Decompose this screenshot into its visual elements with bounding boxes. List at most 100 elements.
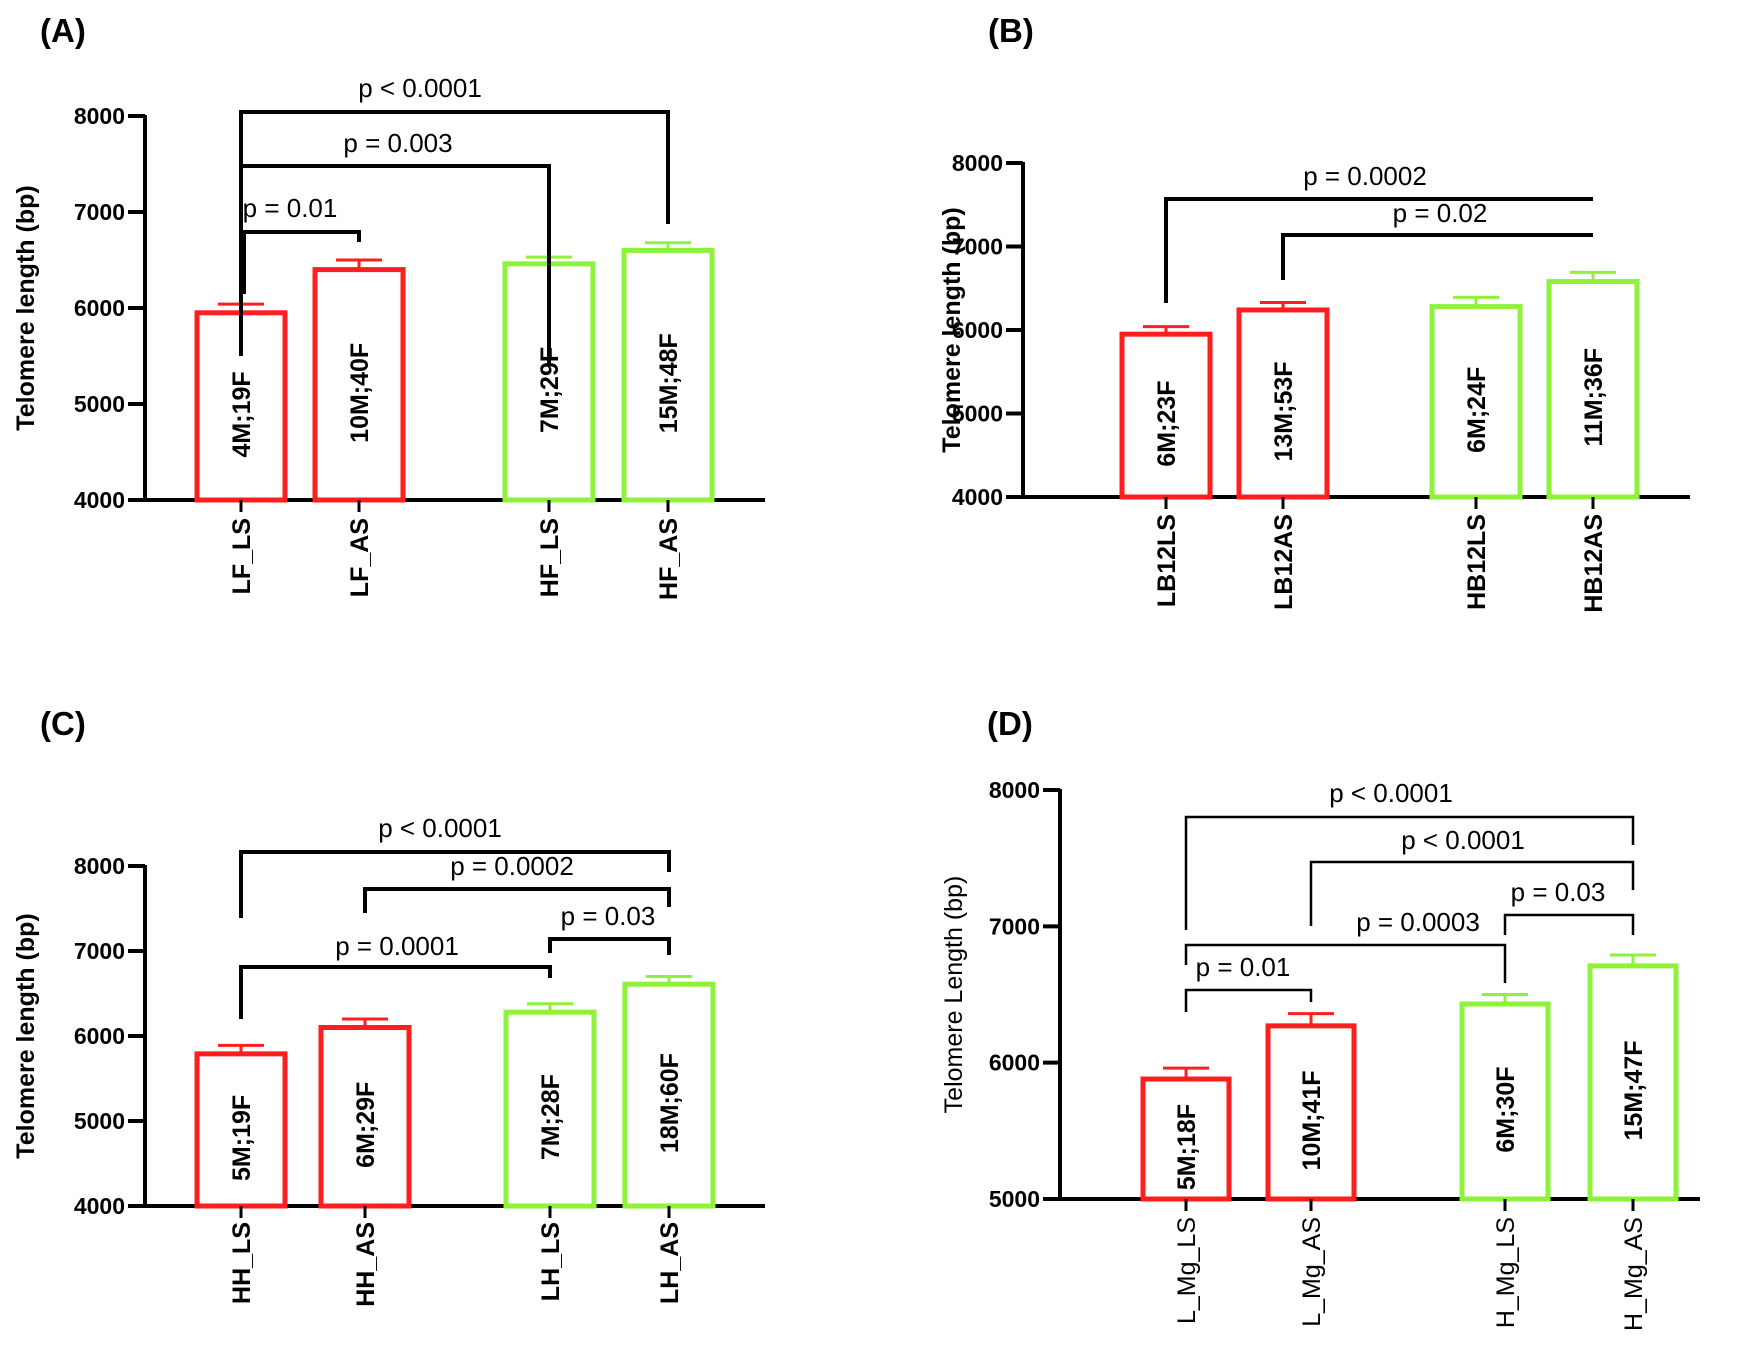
bar xyxy=(503,1009,597,1209)
bar-sample-label: 18M;60F xyxy=(656,1053,684,1153)
chart-panel-b: (B) 4000 5000 6000 7000 8000 Telomere length (… xyxy=(938,12,1690,613)
y-axis-label: Telomere Length (bp) xyxy=(940,876,968,1114)
x-category-label: LF_AS xyxy=(346,518,374,597)
significance-bracket xyxy=(1164,197,1593,303)
x-category-label: L_Mg_LS xyxy=(1173,1217,1201,1324)
y-axis-label: Telomere length (bp) xyxy=(12,185,40,430)
p-value-label: p < 0.0001 xyxy=(1329,778,1453,808)
panel-label: (A) xyxy=(40,12,86,49)
p-value-label: p = 0.02 xyxy=(1393,198,1488,228)
significance-bracket xyxy=(1184,943,1507,983)
p-value-label: p < 0.0001 xyxy=(1401,825,1525,855)
x-category-label: LH_LS xyxy=(537,1222,565,1301)
p-value-label: p = 0.03 xyxy=(561,901,656,931)
y-tick-label: 8000 xyxy=(74,103,125,129)
bar xyxy=(621,247,715,503)
significance-bracket xyxy=(242,230,361,294)
y-axis-label: Telomere length (bp) xyxy=(938,207,966,452)
x-category-label: H_Mg_LS xyxy=(1492,1217,1520,1328)
y-tick-label: 4000 xyxy=(74,487,125,513)
bar-sample-label: 11M;36F xyxy=(1580,348,1608,447)
bar xyxy=(1119,331,1213,500)
y-tick-label: 7000 xyxy=(74,199,125,225)
y-tick-label: 8000 xyxy=(952,150,1003,176)
y-tick-label: 4000 xyxy=(952,484,1003,510)
bar xyxy=(622,981,716,1209)
p-value-label: p = 0.0002 xyxy=(450,851,574,881)
x-category-label: HB12LS xyxy=(1463,514,1491,610)
y-tick-label: 8000 xyxy=(74,853,125,879)
panel-label: (B) xyxy=(988,12,1034,49)
bar xyxy=(1587,963,1679,1202)
significance-bracket xyxy=(1309,860,1635,926)
bar-sample-label: 5M;18F xyxy=(1173,1104,1201,1190)
p-value-label: p = 0.0001 xyxy=(335,931,459,961)
x-category-label: LF_LS xyxy=(228,518,256,594)
y-tick-label: 7000 xyxy=(952,234,1003,260)
x-category-label: LB12AS xyxy=(1270,514,1298,610)
y-tick-label: 8000 xyxy=(989,777,1040,803)
y-tick-label: 5000 xyxy=(989,1186,1040,1212)
y-tick-label: 4000 xyxy=(74,1193,125,1219)
bar-sample-label: 6M;29F xyxy=(352,1082,380,1168)
bar xyxy=(1236,307,1330,500)
x-category-label: HB12AS xyxy=(1580,514,1608,613)
significance-bracket xyxy=(1281,233,1593,280)
chart-panel-d: (D) 5000 6000 7000 8000 Telomere Length (bp) 5… xyxy=(940,705,1700,1331)
y-tick-label: 6000 xyxy=(74,1023,125,1049)
significance-bracket xyxy=(239,164,551,366)
bar xyxy=(1546,279,1640,500)
significance-bracket xyxy=(363,887,671,913)
p-value-label: p < 0.0001 xyxy=(378,813,502,843)
bar-sample-label: 4M;19F xyxy=(228,371,256,457)
bar-sample-label: 10M;41F xyxy=(1298,1070,1326,1170)
y-tick-label: 5000 xyxy=(74,391,125,417)
y-tick-label: 7000 xyxy=(989,913,1040,939)
y-tick-label: 6000 xyxy=(989,1050,1040,1076)
bar-sample-label: 6M;23F xyxy=(1153,381,1181,467)
bar-sample-label: 15M;48F xyxy=(655,333,683,433)
p-value-label: p = 0.003 xyxy=(343,128,452,158)
y-tick-label: 5000 xyxy=(952,401,1003,427)
p-value-label: p = 0.0002 xyxy=(1303,161,1427,191)
x-category-label: H_Mg_AS xyxy=(1620,1217,1648,1331)
significance-bracket xyxy=(239,850,671,918)
bar xyxy=(194,1051,288,1209)
bar-sample-label: 7M;28F xyxy=(537,1074,565,1160)
x-category-label: LB12LS xyxy=(1153,514,1181,607)
y-axis-label: Telomere length (bp) xyxy=(12,913,40,1158)
p-value-label: p = 0.0003 xyxy=(1356,907,1480,937)
x-category-label: HF_LS xyxy=(536,518,564,597)
p-value-label: p = 0.03 xyxy=(1511,877,1606,907)
y-tick-label: 5000 xyxy=(74,1108,125,1134)
bar-sample-label: 6M;30F xyxy=(1492,1066,1520,1152)
y-tick-label: 6000 xyxy=(74,295,125,321)
p-value-label: p = 0.01 xyxy=(243,193,338,223)
bar xyxy=(312,267,406,503)
bar-sample-label: 13M;53F xyxy=(1270,361,1298,461)
bar-sample-label: 15M;47F xyxy=(1620,1040,1648,1140)
x-category-label: HH_AS xyxy=(352,1222,380,1307)
p-value-label: p < 0.0001 xyxy=(358,73,482,103)
bar-sample-label: 5M;19F xyxy=(228,1095,256,1181)
p-value-label: p = 0.01 xyxy=(1196,952,1291,982)
y-tick-label: 6000 xyxy=(952,317,1003,343)
chart-panel-a: (A) 4000 5000 6000 7000 8000 Telomere length (… xyxy=(12,12,765,600)
bar-sample-label: 10M;40F xyxy=(346,343,374,443)
bar-sample-label: 6M;24F xyxy=(1463,367,1491,453)
significance-bracket xyxy=(1184,988,1313,1012)
significance-bracket xyxy=(239,965,552,1019)
chart-panel-c: (C) 4000 5000 6000 7000 8000 Telomere length (… xyxy=(12,705,765,1307)
y-tick-label: 7000 xyxy=(74,938,125,964)
panel-label: (D) xyxy=(987,705,1033,742)
x-category-label: LH_AS xyxy=(656,1222,684,1304)
panel-label: (C) xyxy=(40,705,86,742)
bar xyxy=(1459,1001,1551,1202)
bar xyxy=(1265,1023,1357,1202)
significance-bracket xyxy=(548,937,671,955)
x-category-label: L_Mg_AS xyxy=(1298,1217,1326,1327)
significance-bracket xyxy=(1503,913,1635,935)
x-category-label: HH_LS xyxy=(228,1222,256,1304)
x-category-label: HF_AS xyxy=(655,518,683,600)
